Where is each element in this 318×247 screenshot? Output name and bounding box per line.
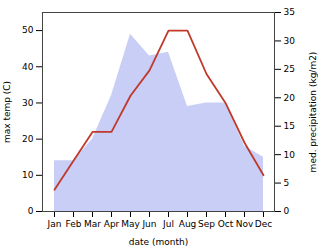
svg-text:5: 5 <box>284 178 290 188</box>
svg-text:50: 50 <box>22 25 34 35</box>
svg-text:May: May <box>121 219 140 229</box>
svg-text:25: 25 <box>284 64 295 74</box>
svg-text:0: 0 <box>284 206 290 216</box>
svg-text:Jun: Jun <box>141 219 156 229</box>
svg-text:Dec: Dec <box>255 219 272 229</box>
svg-text:date (month): date (month) <box>129 237 188 247</box>
svg-text:40: 40 <box>22 62 34 72</box>
svg-text:10: 10 <box>22 170 34 180</box>
svg-text:Jan: Jan <box>47 219 62 229</box>
svg-text:max temp (C): max temp (C) <box>2 81 12 143</box>
svg-text:10: 10 <box>284 150 296 160</box>
svg-text:20: 20 <box>22 134 34 144</box>
svg-text:Sep: Sep <box>198 219 215 229</box>
svg-text:Feb: Feb <box>66 219 82 229</box>
svg-text:30: 30 <box>22 98 34 108</box>
svg-text:30: 30 <box>284 36 296 46</box>
svg-text:Oct: Oct <box>218 219 234 229</box>
svg-text:15: 15 <box>284 121 295 131</box>
svg-text:med. precipitation (kg/m2): med. precipitation (kg/m2) <box>308 52 318 173</box>
svg-text:Jul: Jul <box>162 219 174 229</box>
svg-text:Aug: Aug <box>179 219 197 229</box>
svg-text:Nov: Nov <box>236 219 254 229</box>
svg-text:35: 35 <box>284 7 295 17</box>
svg-text:Mar: Mar <box>84 219 101 229</box>
svg-text:0: 0 <box>28 206 34 216</box>
svg-text:Apr: Apr <box>104 219 120 229</box>
svg-text:20: 20 <box>284 93 296 103</box>
